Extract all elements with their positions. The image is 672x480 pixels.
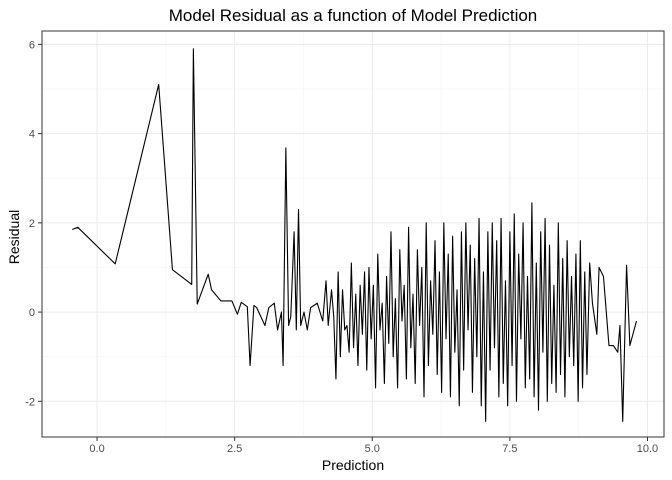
x-axis-title: Prediction xyxy=(322,457,384,473)
y-tick-label: 4 xyxy=(29,129,35,141)
panel-border xyxy=(41,30,665,438)
x-tick-label: 10.0 xyxy=(637,443,658,455)
x-tick-label: 0.0 xyxy=(89,443,104,455)
residual-series-line xyxy=(72,48,638,422)
y-axis-title: Residual xyxy=(6,210,22,264)
y-tick-label: 0 xyxy=(29,307,35,319)
y-axis-ticks: -2 0 2 4 6 xyxy=(25,39,42,408)
chart-title: Model Residual as a function of Model Pr… xyxy=(169,6,538,25)
y-tick-label: 6 xyxy=(29,39,35,51)
x-tick-label: 7.5 xyxy=(502,443,517,455)
series-layer xyxy=(72,48,638,422)
x-axis-ticks: 0.0 2.5 5.0 7.5 10.0 xyxy=(89,437,658,455)
x-tick-label: 5.0 xyxy=(365,443,380,455)
y-tick-label: 2 xyxy=(29,218,35,230)
grid-lines xyxy=(42,31,664,437)
x-tick-label: 2.5 xyxy=(227,443,242,455)
y-tick-label: -2 xyxy=(25,396,35,408)
